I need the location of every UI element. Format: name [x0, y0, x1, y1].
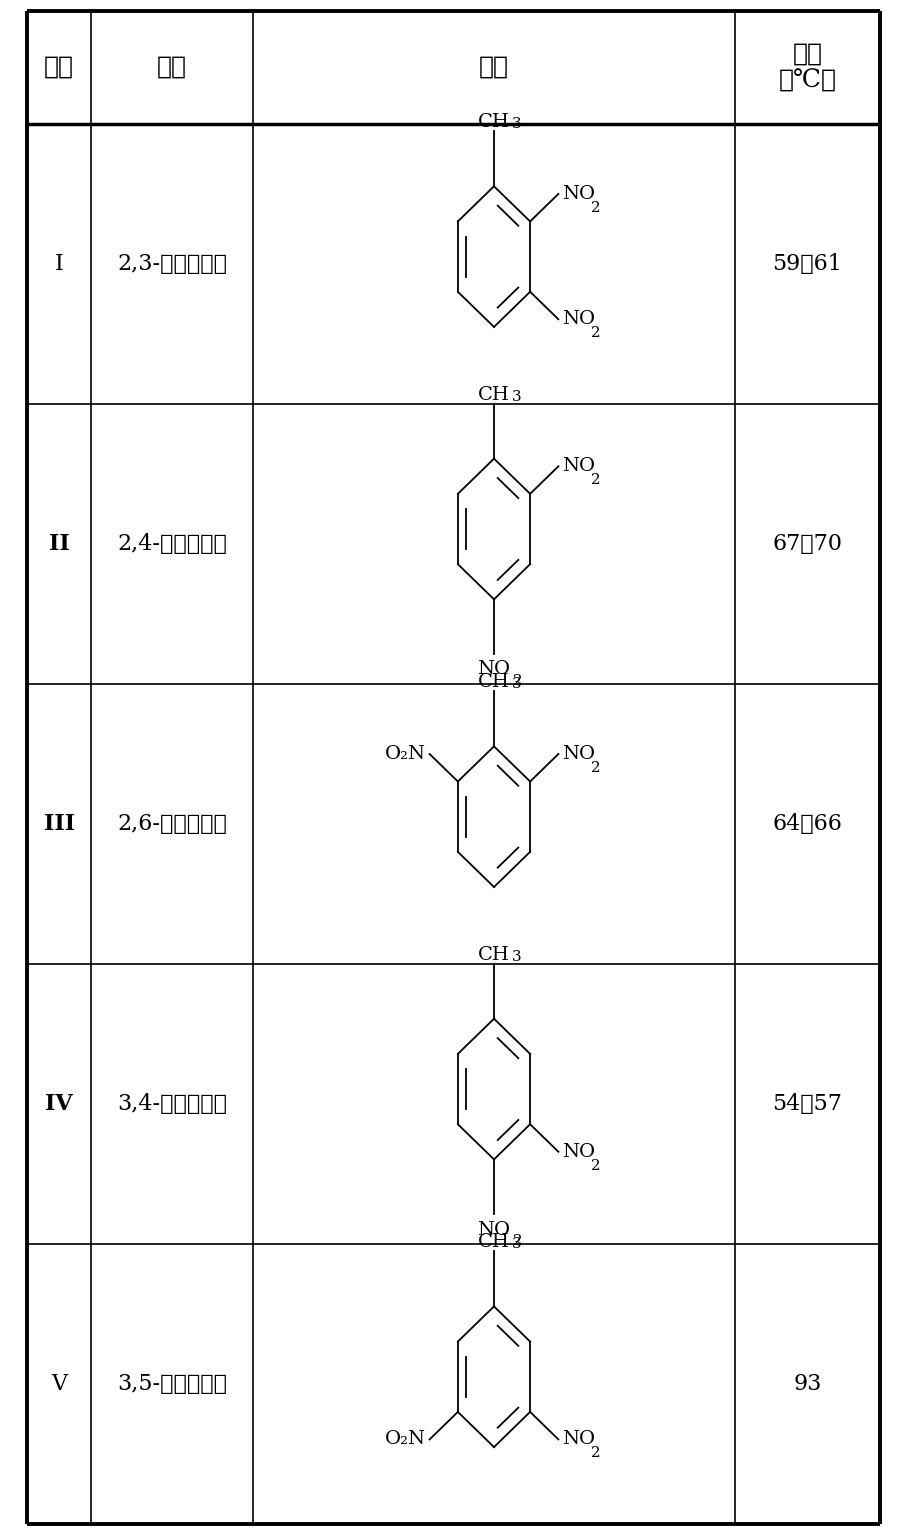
- Text: 2: 2: [513, 674, 522, 688]
- Text: CH: CH: [478, 946, 510, 963]
- Text: 2: 2: [591, 1159, 600, 1173]
- Text: NO: NO: [562, 1431, 595, 1448]
- Text: NO: NO: [562, 185, 595, 203]
- Text: 编号: 编号: [44, 57, 74, 80]
- Text: 3: 3: [512, 950, 522, 963]
- Text: 2: 2: [591, 761, 600, 775]
- Text: NO: NO: [562, 1142, 595, 1161]
- Text: CH: CH: [478, 673, 510, 691]
- Text: 93: 93: [793, 1373, 822, 1396]
- Text: 3: 3: [512, 118, 522, 131]
- Text: 2: 2: [591, 200, 600, 214]
- Text: CH: CH: [478, 1234, 510, 1251]
- Text: V: V: [51, 1373, 67, 1396]
- Text: 59～61: 59～61: [773, 254, 843, 275]
- Text: 熔点
（℃）: 熔点 （℃）: [778, 43, 836, 92]
- Text: 67～70: 67～70: [773, 534, 843, 555]
- Text: 54～57: 54～57: [773, 1093, 843, 1115]
- Text: 3: 3: [512, 1237, 522, 1251]
- Text: 64～66: 64～66: [773, 813, 843, 835]
- Text: NO: NO: [477, 1220, 511, 1238]
- Text: 结构: 结构: [479, 57, 509, 80]
- Text: 2,3-二硝基甲苯: 2,3-二硝基甲苯: [117, 254, 227, 275]
- Text: I: I: [54, 254, 63, 275]
- Text: CH: CH: [478, 385, 510, 404]
- Text: NO: NO: [562, 310, 595, 329]
- Text: 3: 3: [512, 390, 522, 404]
- Text: O₂N: O₂N: [385, 1431, 426, 1448]
- Text: 2: 2: [513, 1234, 522, 1248]
- Text: 2: 2: [591, 1446, 600, 1460]
- Text: 3: 3: [512, 677, 522, 691]
- Text: 3,4-二硝基甲苯: 3,4-二硝基甲苯: [117, 1093, 227, 1115]
- Text: 2: 2: [591, 472, 600, 488]
- Text: 2,6-二硝基甲苯: 2,6-二硝基甲苯: [117, 813, 227, 835]
- Text: 3,5-二硝基甲苯: 3,5-二硝基甲苯: [117, 1373, 227, 1396]
- Text: IV: IV: [45, 1093, 73, 1115]
- Text: NO: NO: [477, 661, 511, 679]
- Text: O₂N: O₂N: [385, 745, 426, 763]
- Text: NO: NO: [562, 745, 595, 763]
- Text: III: III: [44, 813, 74, 835]
- Text: II: II: [49, 534, 70, 555]
- Text: 名称: 名称: [157, 57, 187, 80]
- Text: 2,4-二硝基甲苯: 2,4-二硝基甲苯: [117, 534, 227, 555]
- Text: NO: NO: [562, 457, 595, 476]
- Text: CH: CH: [478, 113, 510, 131]
- Text: 2: 2: [591, 326, 600, 339]
